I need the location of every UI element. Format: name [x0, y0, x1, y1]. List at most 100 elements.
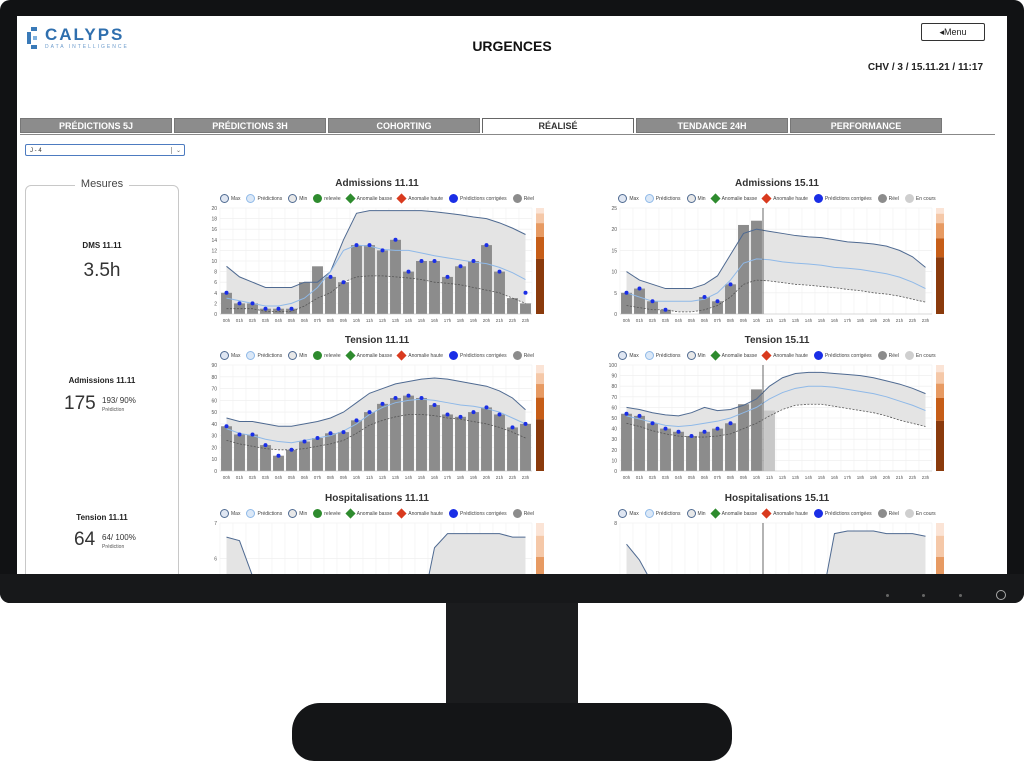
legend-item[interactable]: Réel: [512, 351, 534, 360]
x-tick-label: 16h: [831, 475, 839, 480]
tab-predictions-3h[interactable]: PRÉDICTIONS 3H: [174, 118, 326, 133]
menu-button[interactable]: ◂Menu: [921, 23, 985, 41]
monitor-stand-neck: [446, 603, 578, 708]
logo-subtitle: DATA INTELLIGENCE: [45, 44, 129, 50]
legend-item[interactable]: relevée: [313, 351, 341, 360]
legend-item[interactable]: Réel: [877, 351, 899, 360]
legend-item[interactable]: Anomalie basse: [710, 193, 757, 204]
legend-swatch-icon: [345, 350, 356, 361]
prediction-band: [626, 530, 926, 574]
legend-item[interactable]: relevée: [313, 194, 341, 203]
legend-item[interactable]: Réel: [512, 194, 534, 203]
max-line: [226, 533, 526, 574]
legend-item[interactable]: Anomalie haute: [396, 350, 443, 361]
legend-swatch-icon: [813, 194, 823, 203]
legend-item[interactable]: Min: [686, 351, 706, 360]
corrected-prediction-point: [445, 274, 450, 279]
legend-item[interactable]: relevée: [313, 509, 341, 518]
legend-item[interactable]: Prédictions: [246, 194, 282, 203]
legend-item[interactable]: Prédictions corrigées: [449, 194, 507, 203]
chart-svg: 46800h01h02h03h04h05h06h07h08h09h10h11h1…: [614, 521, 944, 574]
legend-item[interactable]: Anomalie haute: [761, 508, 808, 519]
legend-label: En cours: [915, 510, 936, 517]
legend-item[interactable]: Min: [686, 194, 706, 203]
tab-cohorting[interactable]: COHORTING: [328, 118, 480, 133]
legend-item[interactable]: Prédictions: [246, 509, 282, 518]
tab-tendance-24h[interactable]: TENDANCE 24H: [636, 118, 788, 133]
legend-item[interactable]: Prédictions corrigées: [813, 351, 872, 360]
legend-item[interactable]: Anomalie basse: [710, 508, 758, 519]
x-tick-label: 14h: [405, 475, 413, 480]
legend-item[interactable]: Anomalie haute: [761, 193, 808, 204]
bar: [442, 276, 453, 314]
x-tick-label: 23h: [922, 318, 930, 323]
bar: [725, 284, 736, 314]
y-tick-label: 70: [211, 387, 217, 393]
legend-swatch-icon: [710, 350, 721, 361]
x-tick-label: 15h: [818, 318, 826, 323]
bar: [247, 434, 258, 471]
legend-label: Réel: [888, 195, 899, 202]
legend-item[interactable]: En cours: [904, 194, 936, 203]
legend-item[interactable]: Prédictions corrigées: [813, 509, 872, 518]
legend-item[interactable]: Anomalie basse: [345, 193, 392, 204]
day-select[interactable]: J - 4 ⌄: [25, 144, 185, 156]
legend-item[interactable]: Réel: [877, 194, 899, 203]
bar: [647, 301, 658, 314]
legend-item[interactable]: Max: [618, 509, 639, 518]
legend-item[interactable]: Prédictions corrigées: [813, 194, 872, 203]
legend-item[interactable]: Max: [220, 509, 240, 518]
legend-swatch-icon: [710, 508, 721, 519]
corrected-prediction-point: [497, 269, 502, 274]
legend-item[interactable]: En cours: [904, 351, 936, 360]
legend-item[interactable]: Prédictions: [246, 351, 282, 360]
x-tick-label: 09h: [340, 318, 348, 323]
legend-item[interactable]: Min: [288, 194, 307, 203]
legend-item[interactable]: Prédictions: [644, 509, 681, 518]
legend-item[interactable]: Max: [220, 351, 240, 360]
legend-swatch-icon: [246, 351, 256, 360]
chart-hospitalisations-today: Hospitalisations 15.11 Max Prédictions Min…: [602, 493, 952, 574]
legend-item[interactable]: Anomalie haute: [396, 508, 443, 519]
tab-predictions-5j[interactable]: PRÉDICTIONS 5J: [20, 118, 172, 133]
legend-label: Anomalie basse: [721, 510, 758, 517]
x-tick-label: 13h: [392, 475, 400, 480]
heat-segment: [536, 384, 544, 398]
legend-item[interactable]: Réel: [512, 509, 534, 518]
corrected-prediction-point: [523, 421, 528, 426]
legend-item[interactable]: Réel: [877, 509, 899, 518]
legend-label: Réel: [523, 195, 534, 202]
legend-item[interactable]: Anomalie haute: [396, 193, 443, 204]
legend-item[interactable]: Anomalie basse: [345, 508, 392, 519]
chart-svg: 0 10 20 30 40 50 60 70 80 90 100 00h 01h 02h 03h 04h 05h…: [609, 363, 944, 480]
corrected-prediction-point: [354, 418, 359, 423]
heat-segment: [936, 372, 944, 384]
corrected-prediction-point: [328, 274, 333, 279]
legend-item[interactable]: Min: [288, 351, 307, 360]
prediction-band: [226, 533, 526, 574]
legend-item[interactable]: Min: [686, 509, 706, 518]
legend-item[interactable]: Prédictions: [644, 351, 681, 360]
legend-item[interactable]: Anomalie haute: [761, 350, 808, 361]
legend-item[interactable]: Max: [618, 194, 639, 203]
corrected-prediction-point: [728, 421, 733, 426]
legend-item[interactable]: En cours: [904, 509, 936, 518]
legend-item[interactable]: Anomalie basse: [345, 350, 392, 361]
legend-item[interactable]: Prédictions: [644, 194, 681, 203]
x-tick-label: 04h: [275, 318, 283, 323]
legend-item[interactable]: Anomalie basse: [710, 350, 757, 361]
legend-item[interactable]: Max: [618, 351, 639, 360]
y-tick-label: 8: [614, 521, 617, 527]
heat-segment: [536, 365, 544, 374]
legend-item[interactable]: Max: [220, 194, 240, 203]
bar: [364, 412, 375, 471]
legend-item[interactable]: Min: [288, 509, 307, 518]
tab-realise[interactable]: RÉALISÉ: [482, 118, 634, 133]
tab-performance[interactable]: PERFORMANCE: [790, 118, 942, 133]
corrected-prediction-point: [263, 443, 268, 448]
x-tick-label: 02h: [249, 318, 257, 323]
legend-item[interactable]: Prédictions corrigées: [449, 351, 507, 360]
y-tick-label: 10: [611, 458, 617, 464]
x-tick-label: 14h: [405, 318, 413, 323]
legend-item[interactable]: Prédictions corrigées: [449, 509, 507, 518]
